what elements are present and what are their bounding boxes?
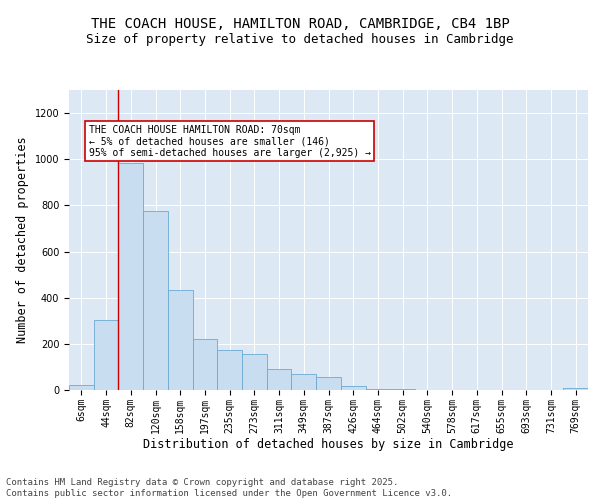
Text: THE COACH HOUSE, HAMILTON ROAD, CAMBRIDGE, CB4 1BP: THE COACH HOUSE, HAMILTON ROAD, CAMBRIDG… <box>91 18 509 32</box>
Y-axis label: Number of detached properties: Number of detached properties <box>16 136 29 344</box>
Bar <box>292 374 316 390</box>
Bar <box>242 354 267 390</box>
Bar <box>118 162 143 390</box>
Bar <box>94 320 118 390</box>
Bar <box>267 369 292 390</box>
Bar <box>168 290 193 390</box>
Bar <box>217 350 242 390</box>
Bar <box>69 385 94 390</box>
Text: Contains HM Land Registry data © Crown copyright and database right 2025.
Contai: Contains HM Land Registry data © Crown c… <box>6 478 452 498</box>
X-axis label: Distribution of detached houses by size in Cambridge: Distribution of detached houses by size … <box>143 438 514 452</box>
Text: Size of property relative to detached houses in Cambridge: Size of property relative to detached ho… <box>86 32 514 46</box>
Bar <box>143 211 168 390</box>
Bar <box>316 378 341 390</box>
Bar <box>193 339 217 390</box>
Text: THE COACH HOUSE HAMILTON ROAD: 70sqm
← 5% of detached houses are smaller (146)
9: THE COACH HOUSE HAMILTON ROAD: 70sqm ← 5… <box>89 124 371 158</box>
Bar <box>390 389 415 390</box>
Bar <box>341 386 365 390</box>
Bar <box>365 389 390 390</box>
Bar <box>563 388 588 390</box>
